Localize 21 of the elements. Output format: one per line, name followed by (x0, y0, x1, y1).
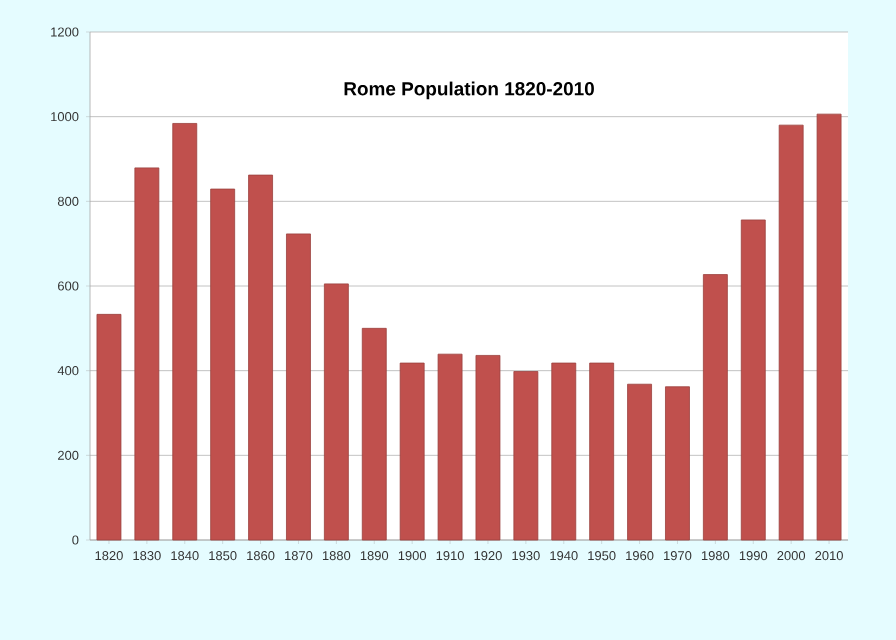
bar (248, 174, 273, 541)
bar (551, 362, 577, 541)
bar (778, 124, 804, 541)
bar (437, 353, 463, 541)
bar (210, 188, 236, 541)
bar (475, 355, 501, 541)
bar (513, 371, 539, 541)
bar (286, 233, 311, 541)
text: Rome Population 1820-2010 (344, 81, 594, 100)
bar (134, 167, 160, 541)
bar (816, 113, 842, 541)
bar (399, 362, 425, 541)
bar (627, 383, 652, 541)
bar (96, 313, 122, 541)
bar (361, 327, 387, 541)
bar (665, 386, 690, 541)
bar (589, 362, 615, 541)
bar (740, 219, 766, 541)
bar (172, 123, 198, 541)
bar (702, 274, 728, 541)
bar (323, 283, 349, 541)
